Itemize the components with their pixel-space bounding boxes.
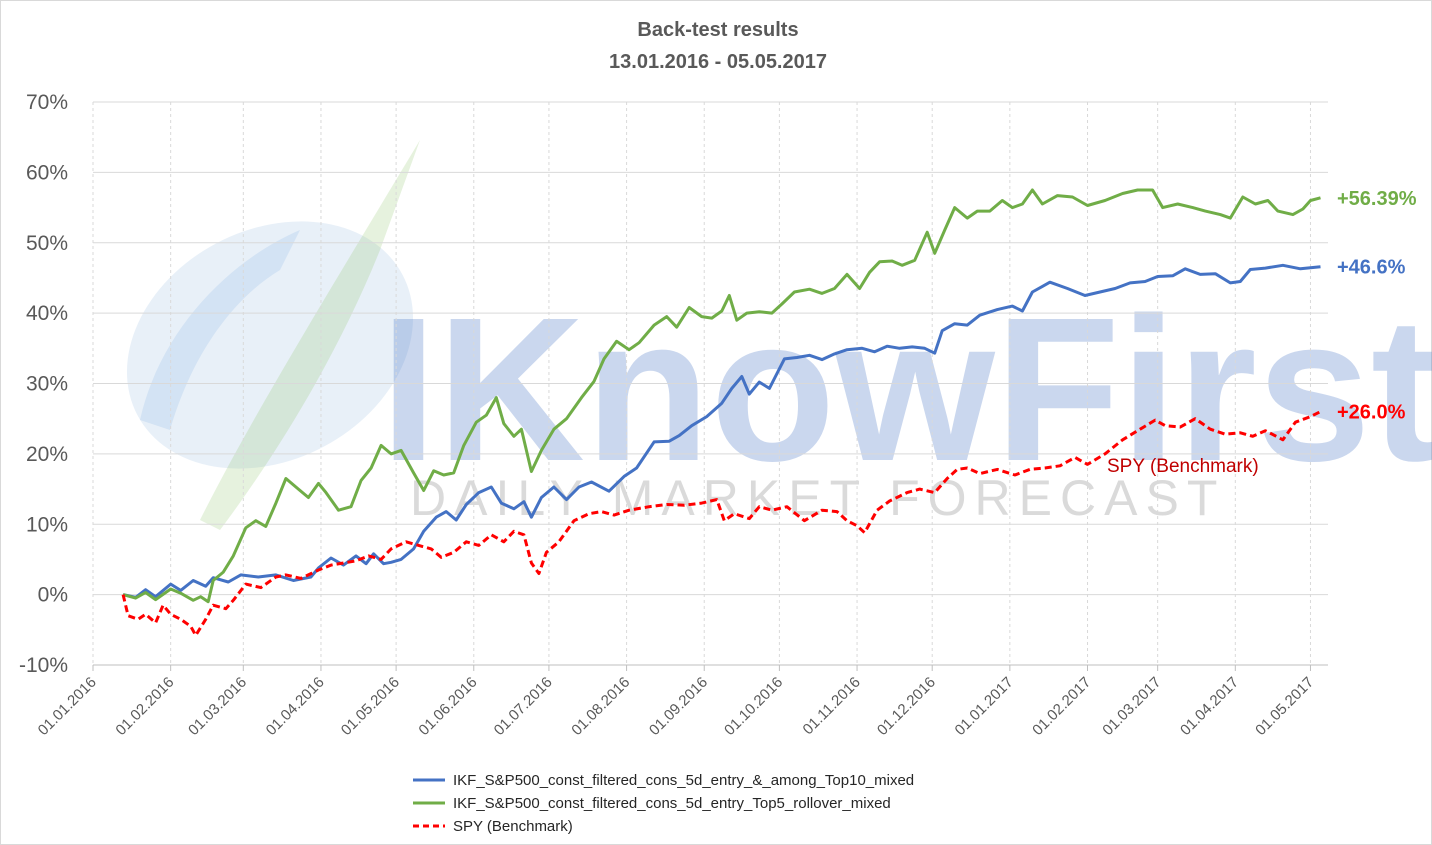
x-tick-label: 01.05.2017 bbox=[1252, 674, 1317, 739]
series bbox=[121, 188, 1322, 637]
legend-item-label: IKF_S&P500_const_filtered_cons_5d_entry_… bbox=[453, 795, 891, 812]
x-tick-label: 01.12.2016 bbox=[874, 674, 939, 739]
watermark-swirl bbox=[126, 221, 414, 469]
x-tick-label: 01.08.2016 bbox=[568, 674, 633, 739]
watermark-blue-arrow-icon bbox=[140, 230, 300, 430]
chart-subtitle: 13.01.2016 - 05.05.2017 bbox=[609, 51, 827, 73]
x-tick-label: 01.03.2017 bbox=[1099, 674, 1164, 739]
y-tick-label: 30% bbox=[26, 373, 68, 396]
y-tick-label: 40% bbox=[26, 302, 68, 325]
x-tick-label: 01.06.2016 bbox=[415, 674, 480, 739]
x-tick-label: 01.05.2016 bbox=[338, 674, 403, 739]
x-tick-label: 01.10.2016 bbox=[721, 674, 786, 739]
legend: IKF_S&P500_const_filtered_cons_5d_entry_… bbox=[413, 772, 914, 835]
x-axis: 01.01.2016 01.02.2016 01.03.2016 01.04.2016… bbox=[35, 664, 1328, 739]
x-tick-label: 01.02.2017 bbox=[1029, 674, 1094, 739]
watermark-logo: IKnowFirst DAILY MARKET FORECAST bbox=[126, 140, 1432, 530]
x-tick-label: 01.11.2016 bbox=[800, 674, 864, 738]
y-tick-label: 20% bbox=[26, 443, 68, 466]
x-tick-label: 01.04.2016 bbox=[263, 674, 328, 739]
x-tick-label: 01.07.2016 bbox=[491, 674, 556, 739]
y-tick-label: 10% bbox=[26, 513, 68, 536]
y-tick-label: 60% bbox=[26, 161, 68, 184]
y-tick-label: -10% bbox=[19, 654, 68, 677]
legend-item-label: IKF_S&P500_const_filtered_cons_5d_entry_… bbox=[453, 772, 914, 789]
series-end-label: +26.0% bbox=[1337, 402, 1406, 424]
end-labels: +46.6% +56.39% +26.0% SPY (Benchmark) bbox=[1107, 188, 1417, 477]
x-tick-label: 01.09.2016 bbox=[646, 674, 711, 739]
watermark-arrow-icon bbox=[200, 140, 420, 530]
x-tick-label: 01.04.2017 bbox=[1177, 674, 1242, 739]
x-tick-label: 01.02.2016 bbox=[112, 674, 177, 739]
x-tick-label: 01.01.2016 bbox=[35, 674, 100, 739]
series-line-3 bbox=[121, 410, 1322, 637]
spy-annotation: SPY (Benchmark) bbox=[1107, 456, 1259, 477]
chart-title: Back-test results bbox=[637, 19, 798, 41]
y-axis: -10% 0% 10% 20% 30% 40% 50% 60% 70% bbox=[19, 91, 68, 677]
grid bbox=[92, 101, 1328, 666]
y-tick-label: 50% bbox=[26, 232, 68, 255]
legend-item-label: SPY (Benchmark) bbox=[453, 818, 573, 835]
series-end-label: +56.39% bbox=[1337, 188, 1417, 210]
y-tick-label: 70% bbox=[26, 91, 68, 114]
series-line-2 bbox=[122, 188, 1321, 604]
series-end-label: +46.6% bbox=[1337, 257, 1406, 279]
series-line-1 bbox=[122, 263, 1321, 599]
x-tick-label: 01.01.2017 bbox=[952, 674, 1017, 739]
x-tick-label: 01.03.2016 bbox=[185, 674, 250, 739]
y-tick-label: 0% bbox=[38, 584, 68, 607]
